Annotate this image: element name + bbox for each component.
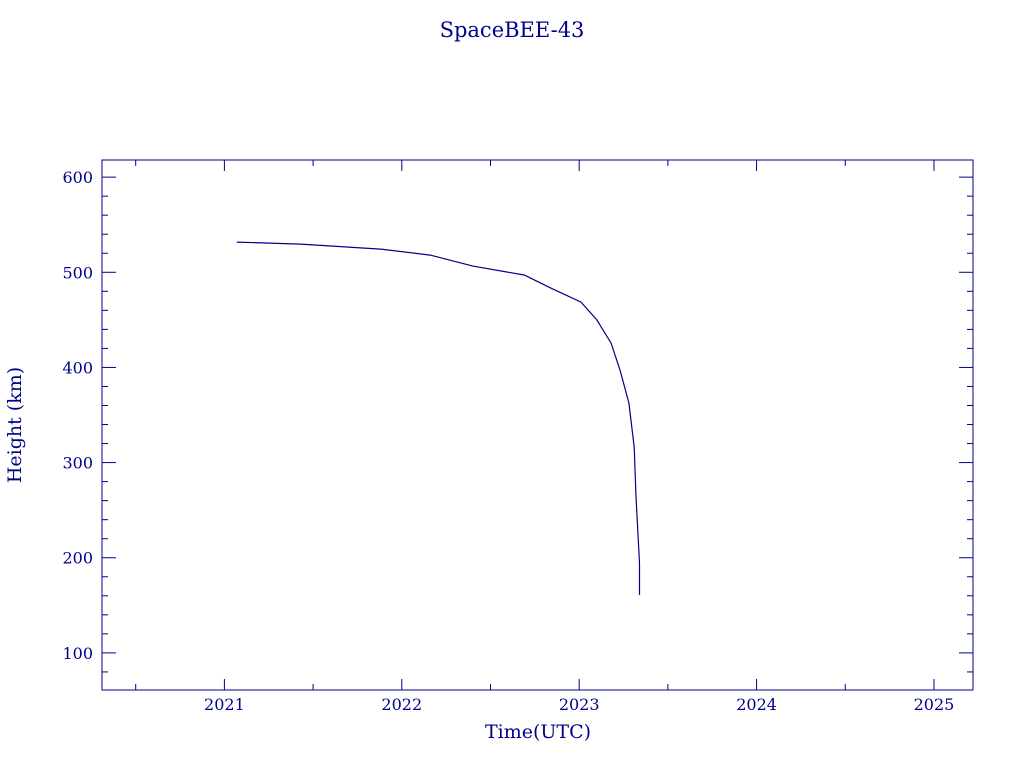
y-axis-label: Height (km) <box>4 367 26 483</box>
x-tick-label: 2023 <box>559 695 600 714</box>
plot-frame <box>101 159 974 691</box>
y-tick-label: 400 <box>62 358 93 377</box>
x-axis-label: Time(UTC) <box>485 721 591 743</box>
y-tick-label: 500 <box>62 263 93 282</box>
x-tick-label: 2024 <box>736 695 777 714</box>
x-tick-label: 2025 <box>914 695 955 714</box>
y-tick-label: 100 <box>62 644 93 663</box>
x-tick-labels: 2021 2022 2023 2024 2025 <box>204 695 954 714</box>
chart-title: SpaceBEE-43 <box>440 18 585 42</box>
y-tick-label: 300 <box>62 454 93 473</box>
x-tick-label: 2021 <box>204 695 245 714</box>
ticks <box>102 160 973 690</box>
x-tick-label: 2022 <box>381 695 422 714</box>
y-tick-label: 200 <box>62 549 93 568</box>
series-line <box>236 241 641 595</box>
y-tick-label: 600 <box>62 168 93 187</box>
y-tick-labels: 100 200 300 400 500 600 <box>62 168 93 663</box>
